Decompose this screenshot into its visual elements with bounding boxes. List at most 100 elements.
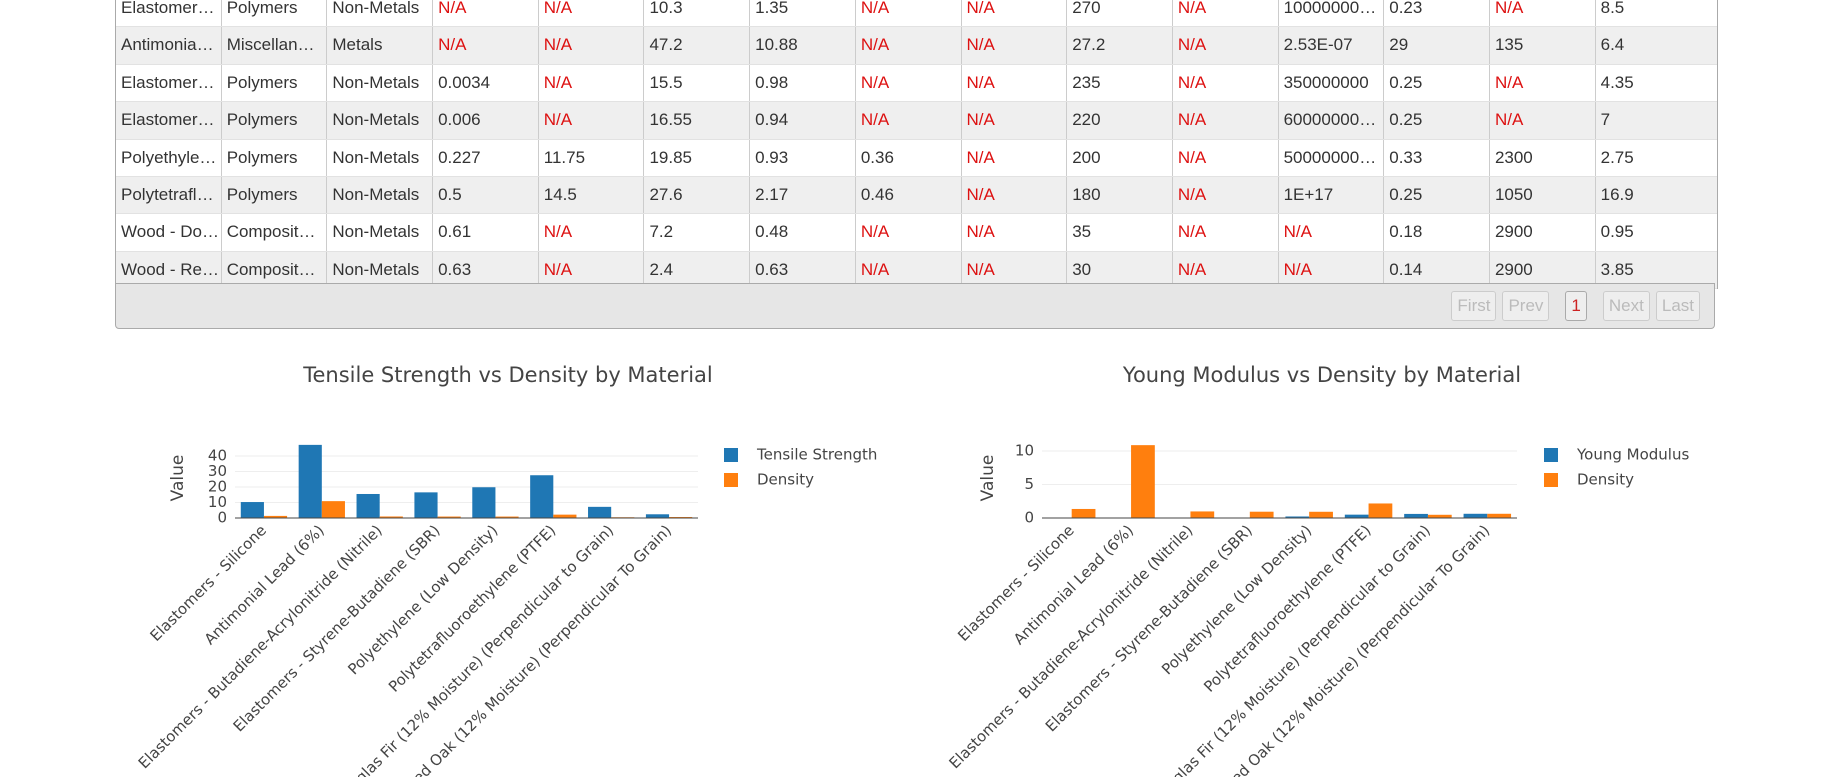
pager-button[interactable]: 1 xyxy=(1565,291,1587,321)
table-cell: N/A xyxy=(962,0,1068,27)
y-tick-label: 40 xyxy=(208,447,227,465)
table-cell: 10000000… xyxy=(1279,0,1385,27)
table-cell: Polytetrafl… xyxy=(116,176,222,214)
table-cell: Polyethyle… xyxy=(116,139,222,176)
table-cell: 2.75 xyxy=(1600,147,1634,167)
table-cell: 35 xyxy=(1067,214,1173,251)
table-cell: 2.53E-07 xyxy=(1279,27,1385,64)
table-cell: 27.6 xyxy=(644,176,751,214)
table-cell: N/A xyxy=(1490,0,1596,27)
table-cell: N/A xyxy=(962,27,1068,64)
table-cell: Non-Metals xyxy=(327,176,434,214)
x-tick-label: Wood - Red Oak (12% Moisture) (Perpendic… xyxy=(362,521,675,777)
legend-swatch xyxy=(724,473,738,487)
table-cell: 7.2 xyxy=(644,214,751,251)
table-cell: N/A xyxy=(856,214,962,251)
table-cell: Polymers xyxy=(222,0,328,27)
y-tick-label: 0 xyxy=(217,509,227,527)
chart-title: Young Modulus vs Density by Material xyxy=(1122,363,1521,387)
pager-button[interactable]: Prev xyxy=(1502,291,1550,321)
table-cell: N/A xyxy=(539,102,645,139)
x-tick-label: Elastomers - Silicone xyxy=(954,521,1078,645)
bar xyxy=(1190,511,1215,518)
x-tick-label: Antimonial Lead (6%) xyxy=(1010,521,1137,648)
table-cell: Elastomer… xyxy=(116,102,222,139)
bar xyxy=(530,475,554,518)
y-axis-label: Value xyxy=(168,455,188,502)
bar xyxy=(437,516,461,518)
table-row: Antimonia… Miscellan… Metals N/A N/A 47.2 10.8… xyxy=(116,27,1717,65)
bar xyxy=(263,515,288,518)
table-cell: 0.227 xyxy=(433,139,539,176)
table-row: Elastomer… Polymers Non-Metals 0.0034 N/A 15.… xyxy=(116,64,1717,103)
table-cell: 10.88 xyxy=(750,27,856,64)
chart-title: Tensile Strength vs Density by Material xyxy=(302,363,713,387)
table-cell: Metals xyxy=(327,27,434,64)
pager-button[interactable]: Next xyxy=(1602,291,1650,321)
table-cell: N/A xyxy=(856,27,962,64)
table-cell: 16.9 xyxy=(1600,184,1634,204)
table-cell: 180 xyxy=(1067,176,1173,214)
table-cell: 2900 xyxy=(1490,214,1596,251)
table-cell: 0.006 xyxy=(433,102,539,139)
x-tick-label: Wood - Red Oak (12% Moisture) (Perpendic… xyxy=(1180,521,1493,777)
table-cell: N/A xyxy=(1173,27,1279,64)
legend-swatch xyxy=(1544,473,1558,487)
pager-button[interactable]: Last xyxy=(1655,291,1700,321)
bar xyxy=(1131,445,1155,518)
table-cell: N/A xyxy=(856,251,962,289)
table-cell: 4.35 xyxy=(1600,72,1634,92)
table-row: Wood - Re… Composit… Non-Metals 0.63 N/A 2.4 0… xyxy=(116,251,1717,290)
table-cell: 2.4 xyxy=(644,251,751,289)
table-cell: 0.18 xyxy=(1384,214,1490,251)
table-cell: 1.35 xyxy=(750,0,856,27)
y-tick-label: 10 xyxy=(208,493,227,511)
table-cell: N/A xyxy=(1173,176,1279,214)
bar xyxy=(356,493,380,518)
table-cell: Polymers xyxy=(222,176,328,214)
table-cell: 0.95 xyxy=(1600,222,1634,242)
table-cell: Non-Metals xyxy=(327,214,434,251)
table-cell: 1050 xyxy=(1490,176,1596,214)
table-cell: 0.46 xyxy=(856,176,962,214)
table-cell: 0.48 xyxy=(750,214,856,251)
table-cell: 60000000… xyxy=(1279,102,1385,139)
table-cell: 200 xyxy=(1067,139,1173,176)
bar xyxy=(1427,514,1452,518)
pager-button[interactable]: First xyxy=(1451,291,1497,321)
table-cell: 0.63 xyxy=(433,251,539,289)
table-cell: 235 xyxy=(1067,64,1173,102)
table-cell: Non-Metals xyxy=(327,251,434,289)
table-cell: N/A xyxy=(1173,251,1279,289)
y-tick-label: 10 xyxy=(1015,442,1034,460)
table-cell: 50000000… xyxy=(1279,139,1385,176)
table-cell: 0.5 xyxy=(433,176,539,214)
table-row: Elastomer… Polymers Non-Metals 0.006 N/A 16.5… xyxy=(116,102,1717,140)
legend-label: Density xyxy=(757,471,814,489)
bar xyxy=(553,514,577,518)
x-tick-label: Elastomers - Butadiene-Acrylonitride (Ni… xyxy=(946,521,1197,772)
table-cell: 3.85 xyxy=(1600,259,1634,279)
bar xyxy=(1249,511,1274,518)
table-cell: 270 xyxy=(1067,0,1173,27)
table-row: Elastomer… Polymers Non-Metals N/A N/A 10.3 1.… xyxy=(116,0,1717,28)
table-cell: 135 xyxy=(1490,27,1596,64)
table-cell: N/A xyxy=(962,251,1068,289)
table-cell: N/A xyxy=(433,27,539,64)
table-cell: 0.25 xyxy=(1384,64,1490,102)
table-cell: 6.4 xyxy=(1600,35,1625,55)
table-cell: 2.17 xyxy=(750,176,856,214)
data-table: Elastomer… Polymers Non-Metals N/A N/A 10.3 1.… xyxy=(115,0,1718,290)
table-cell: N/A xyxy=(539,27,645,64)
table-cell: 2900 xyxy=(1490,251,1596,289)
table-cell: 15.5 xyxy=(644,64,751,102)
table-cell: 0.93 xyxy=(750,139,856,176)
bar xyxy=(298,444,322,518)
table-cell: Elastomer… xyxy=(116,0,222,27)
bar xyxy=(1285,516,1310,518)
table-cell: N/A xyxy=(539,251,645,289)
x-tick-label: Elastomers - Styrene-Butadiene (SBR) xyxy=(230,521,444,735)
table-cell: Non-Metals xyxy=(327,139,434,176)
bar xyxy=(379,516,403,518)
